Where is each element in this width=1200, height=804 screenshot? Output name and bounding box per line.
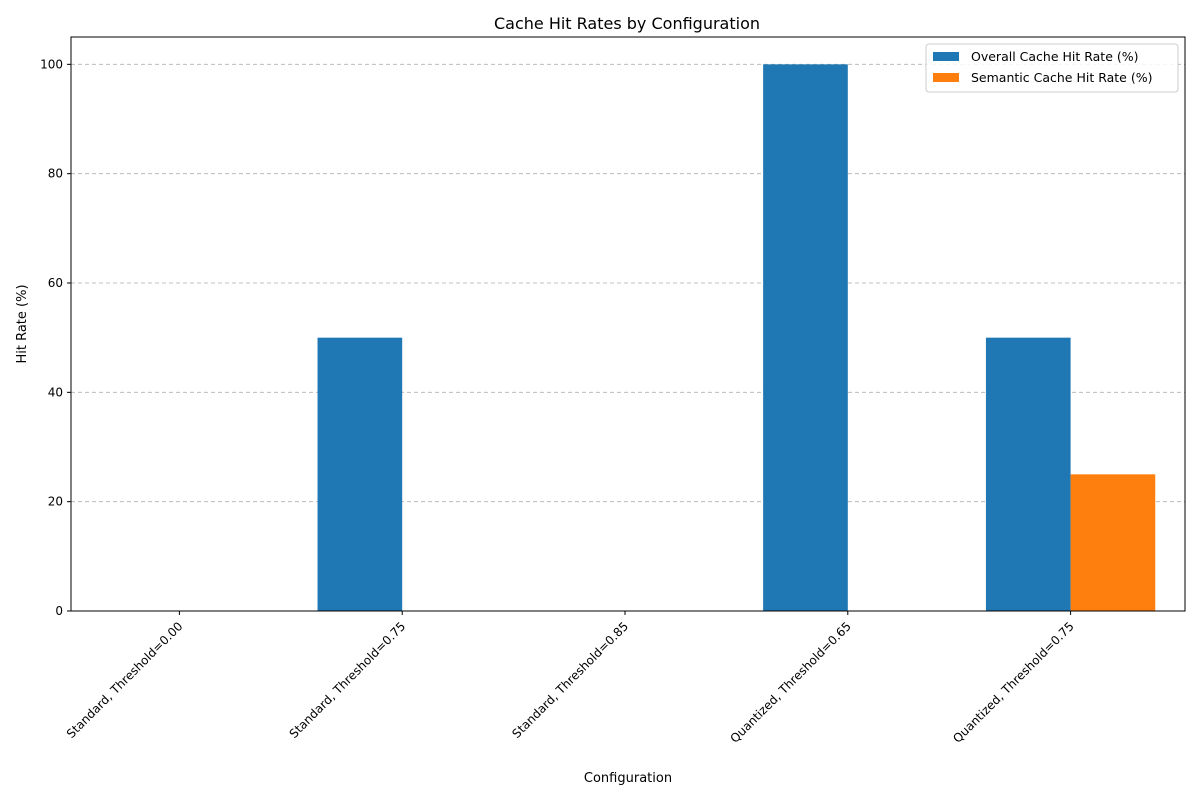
- bar-overall: [317, 337, 403, 611]
- x-tick-label: Quantized, Threshold=0.75: [950, 619, 1076, 745]
- y-tick-label: 20: [48, 495, 63, 509]
- plot-frame: [70, 36, 1186, 612]
- bars: [317, 64, 1156, 612]
- legend-swatch: [933, 52, 959, 61]
- bar-semantic: [1070, 474, 1156, 611]
- y-axis: 0 20 40 60 80 100: [40, 57, 71, 618]
- legend: Overall Cache Hit Rate (%) Semantic Cache…: [925, 43, 1179, 93]
- bar-overall: [763, 64, 848, 612]
- legend-box: [925, 43, 1179, 93]
- y-tick-label: 60: [48, 276, 63, 290]
- gridlines: [71, 63, 1185, 503]
- x-axis-label: Configuration: [584, 771, 672, 786]
- legend-label: Overall Cache Hit Rate (%): [971, 49, 1139, 64]
- bar-overall: [985, 337, 1071, 611]
- x-tick-label: Quantized, Threshold=0.65: [727, 619, 853, 745]
- y-tick-label: 40: [48, 385, 63, 399]
- x-tick-label: Standard, Threshold=0.75: [287, 619, 409, 741]
- legend-label: Semantic Cache Hit Rate (%): [971, 70, 1152, 85]
- y-tick-label: 0: [55, 604, 63, 618]
- x-tick-label: Standard, Threshold=0.00: [64, 619, 186, 741]
- y-axis-label: Hit Rate (%): [15, 284, 30, 363]
- legend-swatch: [933, 73, 959, 82]
- x-tick-label: Standard, Threshold=0.85: [509, 619, 631, 741]
- x-axis: Standard, Threshold=0.00 Standard, Thresh…: [64, 611, 1077, 746]
- chart-title: Cache Hit Rates by Configuration: [494, 14, 760, 33]
- y-tick-label: 100: [40, 57, 63, 71]
- y-tick-label: 80: [48, 167, 63, 181]
